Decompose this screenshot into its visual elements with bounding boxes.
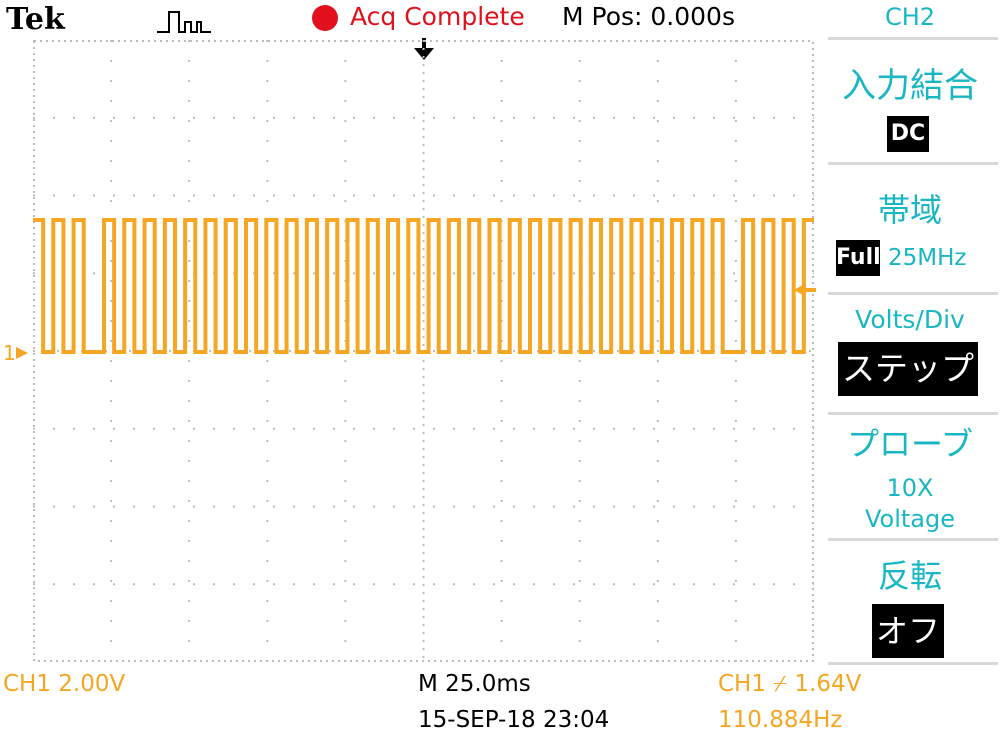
trigger-position-marker-icon <box>414 38 434 60</box>
ch1-scale-readout: CH1 2.00V <box>3 671 126 697</box>
oscilloscope-graticule <box>33 40 814 662</box>
probe-value: 10X <box>886 474 934 502</box>
volts-div-label: Volts/Div <box>855 305 965 334</box>
coupling-value: DC <box>887 116 929 152</box>
ch1-ground-marker: 1 <box>3 341 28 365</box>
menu-separator <box>828 538 998 541</box>
bandwidth-unit: 25MHz <box>888 245 967 271</box>
invert-label: 反転 <box>877 557 942 595</box>
ch1-marker-label: 1 <box>3 341 16 365</box>
probe-type: Voltage <box>864 505 956 533</box>
menu-separator <box>828 412 998 415</box>
bandwidth-value: Full <box>836 240 881 276</box>
trigger-type-icon <box>157 11 211 33</box>
channel-menu: CH2 入力結合 DC 帯域 Full 25MHz Volts/Div ステップ… <box>820 0 1000 665</box>
ch1-waveform <box>33 218 814 354</box>
invert-value: オフ <box>872 604 944 658</box>
timebase-readout: M 25.0ms <box>418 671 531 697</box>
coupling-label: 入力結合 <box>842 66 978 106</box>
brand-logo: Tek <box>6 2 65 37</box>
menu-channel-title: CH2 <box>884 3 936 31</box>
frequency-readout: 110.884Hz <box>718 707 843 733</box>
horizontal-position-readout: M Pos: 0.000s <box>562 2 735 31</box>
acquisition-status: Acq Complete <box>350 2 525 31</box>
trigger-readout: CH1 ⌿ 1.64V <box>718 671 862 697</box>
probe-label: プローブ <box>846 425 974 463</box>
graticule-grid <box>33 40 814 662</box>
ch1-trace <box>33 218 814 354</box>
datetime-readout: 15-SEP-18 23:04 <box>418 707 610 733</box>
stop-indicator-icon <box>312 5 338 31</box>
menu-separator <box>828 292 998 295</box>
menu-separator <box>828 37 998 40</box>
menu-separator <box>828 662 998 665</box>
menu-separator <box>828 162 998 165</box>
volts-div-value: ステップ <box>838 342 978 396</box>
bandwidth-label: 帯域 <box>877 191 942 229</box>
trigger-level-marker-icon <box>794 283 816 297</box>
